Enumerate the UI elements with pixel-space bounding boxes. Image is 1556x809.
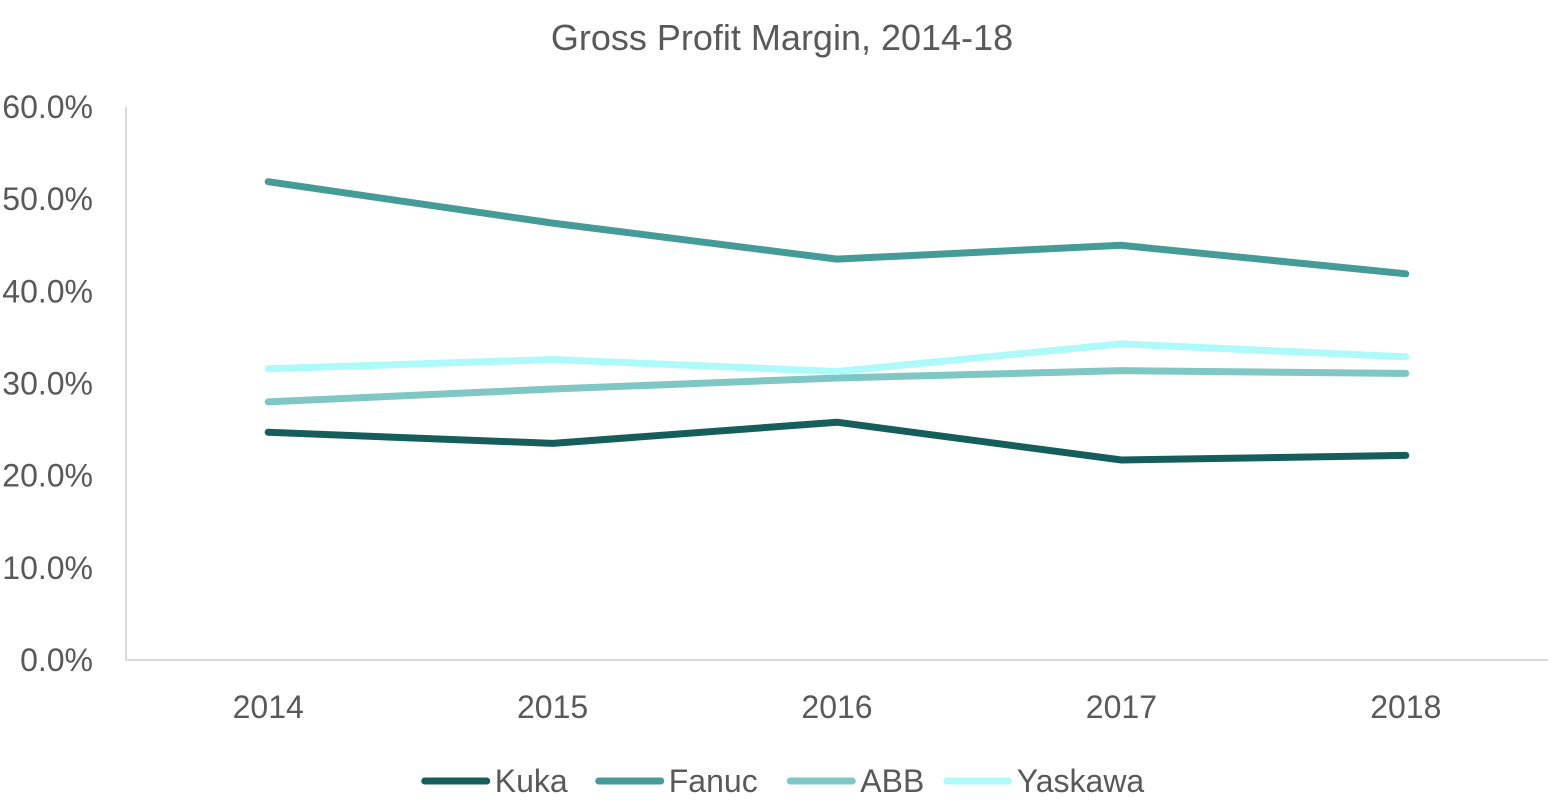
x-tick-label: 2018 [1370, 689, 1441, 725]
y-tick-label: 50.0% [2, 181, 93, 217]
legend-label: Kuka [495, 763, 568, 799]
y-tick-label: 60.0% [2, 89, 93, 125]
y-tick-label: 30.0% [2, 366, 93, 402]
chart-title: Gross Profit Margin, 2014-18 [551, 17, 1013, 58]
legend-item-kuka: Kuka [421, 763, 568, 799]
y-tick-label: 0.0% [20, 642, 93, 678]
series-lines [264, 178, 1410, 464]
legend: Kuka Fanuc ABB Yaskawa [421, 763, 1145, 799]
legend-label: Fanuc [669, 763, 758, 799]
x-axis-tick-labels: 2014 2015 2016 2017 2018 [233, 689, 1442, 725]
series-line-yaskawa [264, 340, 1410, 375]
y-tick-label: 40.0% [2, 273, 93, 309]
legend-item-yaskawa: Yaskawa [943, 763, 1145, 799]
legend-item-abb: ABB [786, 763, 924, 799]
legend-label: Yaskawa [1017, 763, 1145, 799]
x-tick-label: 2017 [1086, 689, 1157, 725]
chart-axes [125, 107, 1548, 661]
series-line-kuka [264, 418, 1410, 464]
y-tick-label: 10.0% [2, 550, 93, 586]
legend-label: ABB [860, 763, 924, 799]
y-axis-tick-labels: 0.0% 10.0% 20.0% 30.0% 40.0% 50.0% 60.0% [2, 89, 93, 678]
x-tick-label: 2015 [517, 689, 588, 725]
legend-item-fanuc: Fanuc [595, 763, 758, 799]
x-tick-label: 2014 [233, 689, 304, 725]
series-line-abb [264, 367, 1410, 406]
series-line-fanuc [264, 178, 1410, 278]
x-tick-label: 2016 [801, 689, 872, 725]
y-tick-label: 20.0% [2, 458, 93, 494]
